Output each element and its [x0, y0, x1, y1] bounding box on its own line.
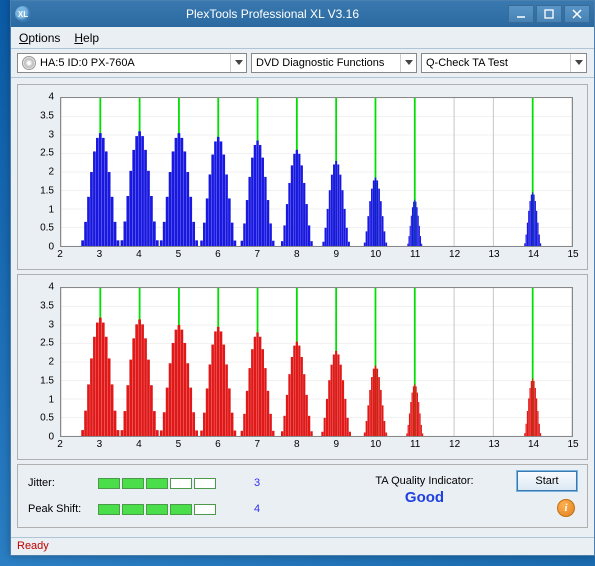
- function-dropdown[interactable]: DVD Diagnostic Functions: [251, 53, 417, 73]
- chart-bottom-yaxis: 00.511.522.533.54: [18, 287, 58, 437]
- device-text: HA:5 ID:0 PX-760A: [40, 57, 230, 69]
- chart-top-yaxis: 00.511.522.533.54: [18, 97, 58, 247]
- start-button[interactable]: Start: [517, 471, 577, 491]
- disc-icon: [22, 56, 36, 70]
- chart-top-xaxis: 23456789101112131415: [60, 249, 573, 267]
- peakshift-bar: [98, 504, 248, 515]
- main-window: XL PlexTools Professional XL V3.16 Optio…: [10, 0, 595, 556]
- jitter-bar: [98, 478, 248, 489]
- test-dropdown[interactable]: Q-Check TA Test: [421, 53, 587, 73]
- app-icon: XL: [15, 6, 31, 22]
- quality-segment: [194, 504, 216, 515]
- peakshift-label: Peak Shift:: [28, 503, 98, 515]
- chevron-down-icon: [400, 54, 416, 72]
- quality-panel: Jitter: 3 Peak Shift: 4 TA Quality Indic…: [17, 464, 588, 528]
- info-icon[interactable]: i: [557, 499, 575, 517]
- titlebar[interactable]: XL PlexTools Professional XL V3.16: [11, 1, 594, 27]
- content-area: 00.511.522.533.54 23456789101112131415 0…: [11, 78, 594, 534]
- quality-segment: [98, 478, 120, 489]
- ta-quality-label: TA Quality Indicator:: [375, 475, 473, 487]
- chevron-down-icon: [230, 54, 246, 72]
- chart-bottom-xaxis: 23456789101112131415: [60, 439, 573, 457]
- menu-options[interactable]: Options: [19, 31, 60, 45]
- peakshift-value: 4: [248, 503, 272, 515]
- quality-segment: [122, 504, 144, 515]
- status-text: Ready: [17, 540, 49, 552]
- quality-segment: [146, 478, 168, 489]
- menubar: Options Help: [11, 27, 594, 49]
- device-dropdown[interactable]: HA:5 ID:0 PX-760A: [17, 53, 247, 73]
- test-text: Q-Check TA Test: [426, 57, 570, 69]
- quality-segment: [146, 504, 168, 515]
- chart-top: 00.511.522.533.54 23456789101112131415: [17, 84, 588, 270]
- statusbar: Ready: [11, 537, 594, 555]
- quality-segment: [170, 478, 192, 489]
- jitter-label: Jitter:: [28, 477, 98, 489]
- window-title: PlexTools Professional XL V3.16: [37, 7, 508, 21]
- jitter-value: 3: [248, 477, 272, 489]
- close-button[interactable]: [564, 5, 590, 23]
- maximize-button[interactable]: [536, 5, 562, 23]
- chevron-down-icon: [570, 54, 586, 72]
- menu-help[interactable]: Help: [74, 31, 99, 45]
- chart-top-plot: [60, 97, 573, 247]
- quality-segment: [194, 478, 216, 489]
- minimize-button[interactable]: [508, 5, 534, 23]
- chart-bottom: 00.511.522.533.54 23456789101112131415: [17, 274, 588, 460]
- chart-bottom-plot: [60, 287, 573, 437]
- quality-segment: [98, 504, 120, 515]
- ta-quality-value: Good: [405, 489, 444, 506]
- quality-segment: [122, 478, 144, 489]
- quality-segment: [170, 504, 192, 515]
- function-text: DVD Diagnostic Functions: [256, 57, 400, 69]
- toolbar: HA:5 ID:0 PX-760A DVD Diagnostic Functio…: [11, 49, 594, 78]
